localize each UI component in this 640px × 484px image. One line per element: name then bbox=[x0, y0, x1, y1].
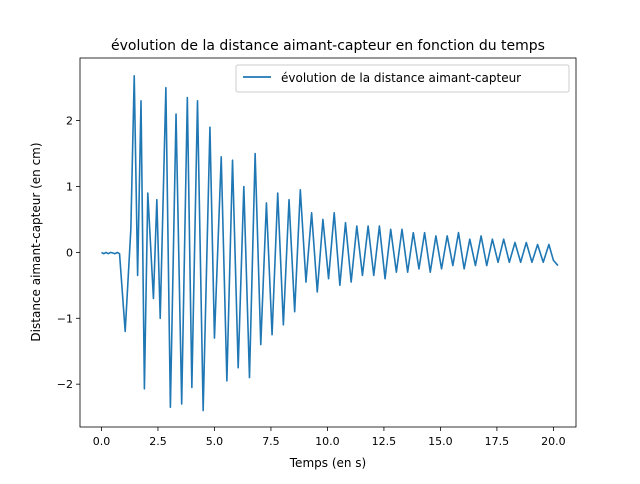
y-tick-label: 0 bbox=[66, 246, 73, 259]
series-line-0 bbox=[101, 74, 559, 412]
y-tick-label: 2 bbox=[66, 115, 73, 128]
axes-background bbox=[80, 58, 576, 427]
legend-entry-label: évolution de la distance aimant-capteur bbox=[281, 71, 521, 85]
axes-frame bbox=[79, 57, 577, 428]
x-tick-label: 0.0 bbox=[93, 435, 111, 448]
x-axis-label: Temps (en s) bbox=[289, 456, 366, 470]
series-layer bbox=[101, 74, 559, 412]
x-tick-label: 17.5 bbox=[485, 435, 510, 448]
y-axis-ticks: −2 −1 0 1 2 bbox=[57, 115, 80, 391]
y-tick-label: 1 bbox=[66, 180, 73, 193]
legend-box bbox=[235, 64, 570, 93]
x-tick-label: 20.0 bbox=[541, 435, 566, 448]
x-tick-label: 15.0 bbox=[428, 435, 453, 448]
x-tick-label: 5.0 bbox=[206, 435, 224, 448]
x-tick-label: 12.5 bbox=[372, 435, 397, 448]
x-tick-label: 2.5 bbox=[149, 435, 167, 448]
y-tick-label: −2 bbox=[57, 378, 73, 391]
y-axis-label: Distance aimant-capteur (en cm) bbox=[29, 142, 43, 341]
x-tick-label: 7.5 bbox=[262, 435, 280, 448]
chart-title: évolution de la distance aimant-capteur … bbox=[111, 38, 545, 54]
x-axis-ticks: 0.0 2.5 5.0 7.5 10.0 12.5 15.0 17.5 20.0 bbox=[93, 427, 566, 448]
legend: évolution de la distance aimant-capteur bbox=[235, 64, 570, 93]
y-tick-label: −1 bbox=[57, 312, 73, 325]
x-tick-label: 10.0 bbox=[315, 435, 340, 448]
